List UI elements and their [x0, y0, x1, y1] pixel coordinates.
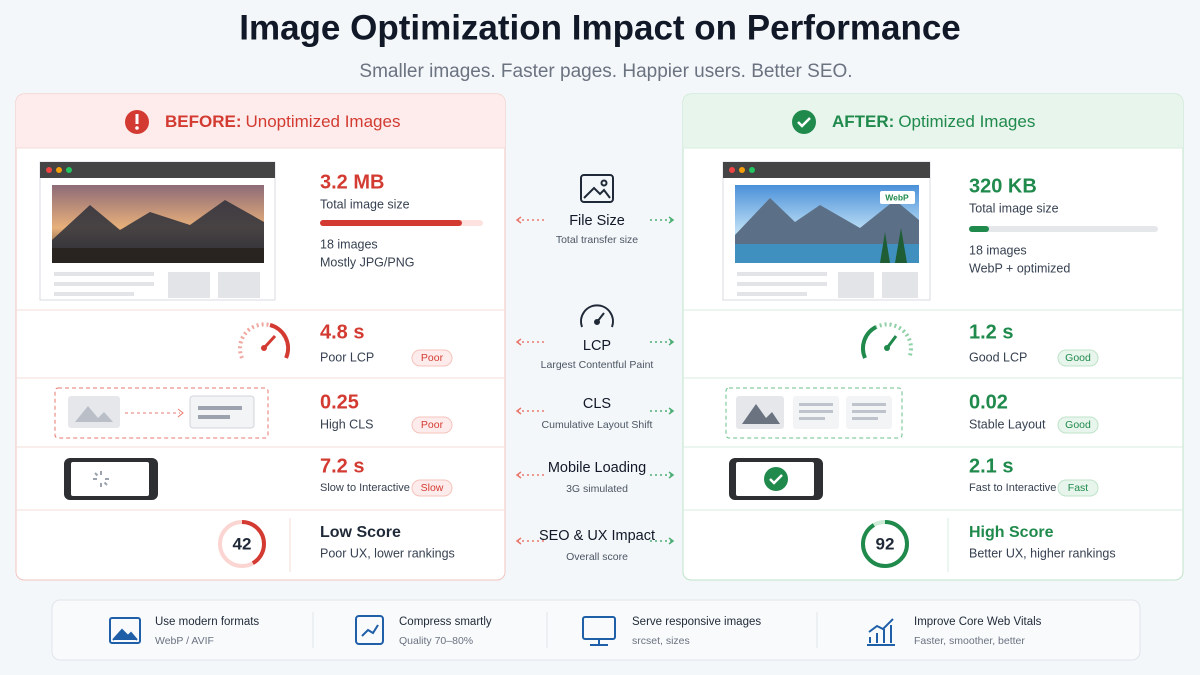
tip-title: Serve responsive images — [632, 616, 761, 628]
cls-after — [725, 387, 903, 439]
badge-text: Good — [1065, 419, 1091, 431]
file-size-value: 3.2 MB — [320, 171, 384, 193]
metric-name: Mobile Loading — [548, 460, 646, 476]
panel-heading: AFTER: Optimized Images — [832, 112, 1035, 131]
browser-mock-after — [722, 161, 1158, 301]
heading-label: AFTER: — [832, 112, 894, 131]
tip-title: Use modern formats — [155, 616, 259, 628]
lcp-label: Good LCP — [969, 350, 1027, 364]
arrow-head — [668, 407, 675, 415]
badge-text: Slow — [421, 482, 444, 494]
tip-title: Compress smartly — [399, 616, 492, 628]
tip-desc: WebP / AVIF — [155, 635, 214, 647]
heading-text: Optimized Images — [898, 112, 1035, 131]
tip-title: Improve Core Web Vitals — [914, 616, 1042, 628]
badge — [1057, 349, 1099, 367]
badge-text: Poor — [421, 352, 444, 364]
tip-desc: Quality 70–80% — [399, 635, 473, 647]
heading-text: Unoptimized Images — [246, 112, 401, 131]
gauge-after — [861, 322, 913, 359]
badge-text: Poor — [421, 419, 444, 431]
speed-icon — [580, 304, 614, 328]
browser-mock-before — [39, 161, 483, 301]
mobile-label: Slow to Interactive — [320, 482, 410, 494]
cls-before — [54, 387, 269, 439]
badge — [411, 349, 453, 367]
metric-name: File Size — [569, 213, 625, 229]
metric-name: CLS — [583, 396, 611, 412]
score-ring — [861, 520, 909, 568]
metric-desc: Total transfer size — [556, 234, 638, 246]
file-size-detail: 18 images — [320, 237, 378, 251]
score-value: 92 — [876, 534, 895, 553]
lcp-value: 4.8 s — [320, 321, 364, 343]
file-icon — [580, 174, 614, 203]
arrow-head — [668, 537, 675, 545]
tip-desc: Faster, smoother, better — [914, 635, 1025, 647]
mobile-label: Fast to Interactive — [969, 482, 1056, 494]
metric-desc: Overall score — [566, 551, 628, 563]
arrow-head — [668, 471, 675, 479]
phone-before — [64, 458, 158, 500]
seo-label: Poor UX, lower rankings — [320, 546, 455, 560]
subtitle: Smaller images. Faster pages. Happier us… — [359, 61, 852, 82]
arrow-head — [668, 216, 675, 224]
metric-desc: Largest Contentful Paint — [541, 359, 654, 371]
badge — [411, 479, 453, 497]
badge — [1057, 416, 1099, 434]
file-size-detail: 18 images — [969, 243, 1027, 257]
arrow-head — [515, 537, 522, 545]
mobile-value: 2.1 s — [969, 455, 1013, 477]
metric-name: SEO & UX Impact — [539, 528, 655, 544]
arrow-head — [515, 338, 522, 346]
file-size-detail: Mostly JPG/PNG — [320, 255, 414, 269]
arrow-head — [515, 407, 522, 415]
phone-after — [729, 458, 823, 500]
arrow-head — [515, 216, 522, 224]
arrow-head — [668, 338, 675, 346]
image-tag: WebP — [885, 192, 909, 202]
cls-label: Stable Layout — [969, 417, 1046, 431]
heading-label: BEFORE: — [165, 112, 242, 131]
cls-label: High CLS — [320, 417, 374, 431]
seo-label: Better UX, higher rankings — [969, 546, 1116, 560]
cls-value: 0.25 — [320, 391, 359, 413]
lcp-label: Poor LCP — [320, 350, 374, 364]
metric-name: LCP — [583, 338, 611, 354]
tips-bar — [51, 599, 1141, 661]
metric-desc: 3G simulated — [566, 483, 628, 495]
badge — [1057, 479, 1099, 497]
file-size-label: Total image size — [969, 201, 1059, 215]
metric-desc: Cumulative Layout Shift — [542, 419, 653, 431]
badge — [411, 416, 453, 434]
seo-value: High Score — [969, 524, 1054, 541]
cls-value: 0.02 — [969, 391, 1008, 413]
badge-text: Good — [1065, 352, 1091, 364]
score-value: 42 — [233, 534, 252, 553]
lcp-value: 1.2 s — [969, 321, 1013, 343]
file-size-detail: WebP + optimized — [969, 261, 1070, 275]
score-ring — [218, 520, 266, 568]
tip-desc: srcset, sizes — [632, 635, 690, 647]
gauge-before — [238, 322, 291, 359]
seo-value: Low Score — [320, 524, 401, 541]
file-size-label: Total image size — [320, 197, 410, 211]
arrows — [515, 216, 675, 545]
badge-text: Fast — [1068, 482, 1089, 494]
arrow-head — [515, 471, 522, 479]
title: Image Optimization Impact on Performance — [239, 8, 961, 47]
mobile-value: 7.2 s — [320, 455, 364, 477]
file-size-value: 320 KB — [969, 175, 1037, 197]
panel-heading: BEFORE: Unoptimized Images — [165, 112, 400, 131]
